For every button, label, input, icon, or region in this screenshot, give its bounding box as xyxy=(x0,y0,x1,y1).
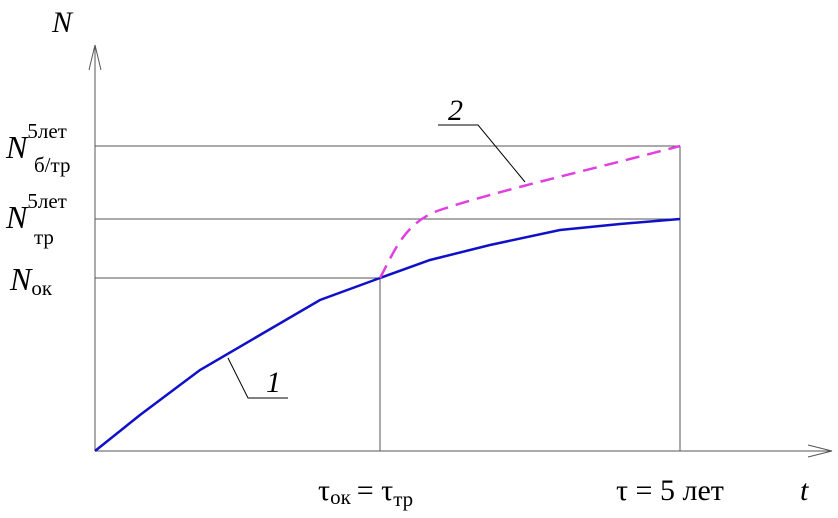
leader-1 xyxy=(227,357,288,399)
y-label: Nок xyxy=(9,261,53,300)
curve-2 xyxy=(378,144,681,279)
y-label: N5лет xyxy=(5,189,67,235)
y-label-sup: 5лет xyxy=(27,119,66,143)
y-label-sub: б/тр xyxy=(34,153,70,177)
y-label-sup: 5лет xyxy=(27,189,66,213)
axes xyxy=(88,44,833,458)
x-arrow xyxy=(807,444,833,458)
x-label: τок = τтр xyxy=(318,474,413,511)
leader-2 xyxy=(438,124,526,183)
y-arrow xyxy=(88,44,102,71)
y-axis-label: N xyxy=(51,6,74,39)
x-label-part: = τ xyxy=(357,474,393,507)
y-label-main: N xyxy=(5,129,29,165)
curve-label: 2 xyxy=(448,94,463,127)
curve-1 xyxy=(94,217,681,452)
x-axis-label: t xyxy=(800,474,809,507)
y-label: N5лет xyxy=(5,119,67,165)
curve-label: 1 xyxy=(266,366,281,399)
x-label-sub: тр xyxy=(393,487,413,511)
y-label-sub: тр xyxy=(34,225,54,249)
x-label: τ = 5 лет xyxy=(616,474,724,507)
y-label-main: N xyxy=(9,261,33,297)
x-label-sub: ок xyxy=(330,485,352,509)
y-label-main: N xyxy=(5,199,29,235)
x-label-part: τ xyxy=(318,474,330,507)
y-label-sub: ок xyxy=(31,276,53,300)
